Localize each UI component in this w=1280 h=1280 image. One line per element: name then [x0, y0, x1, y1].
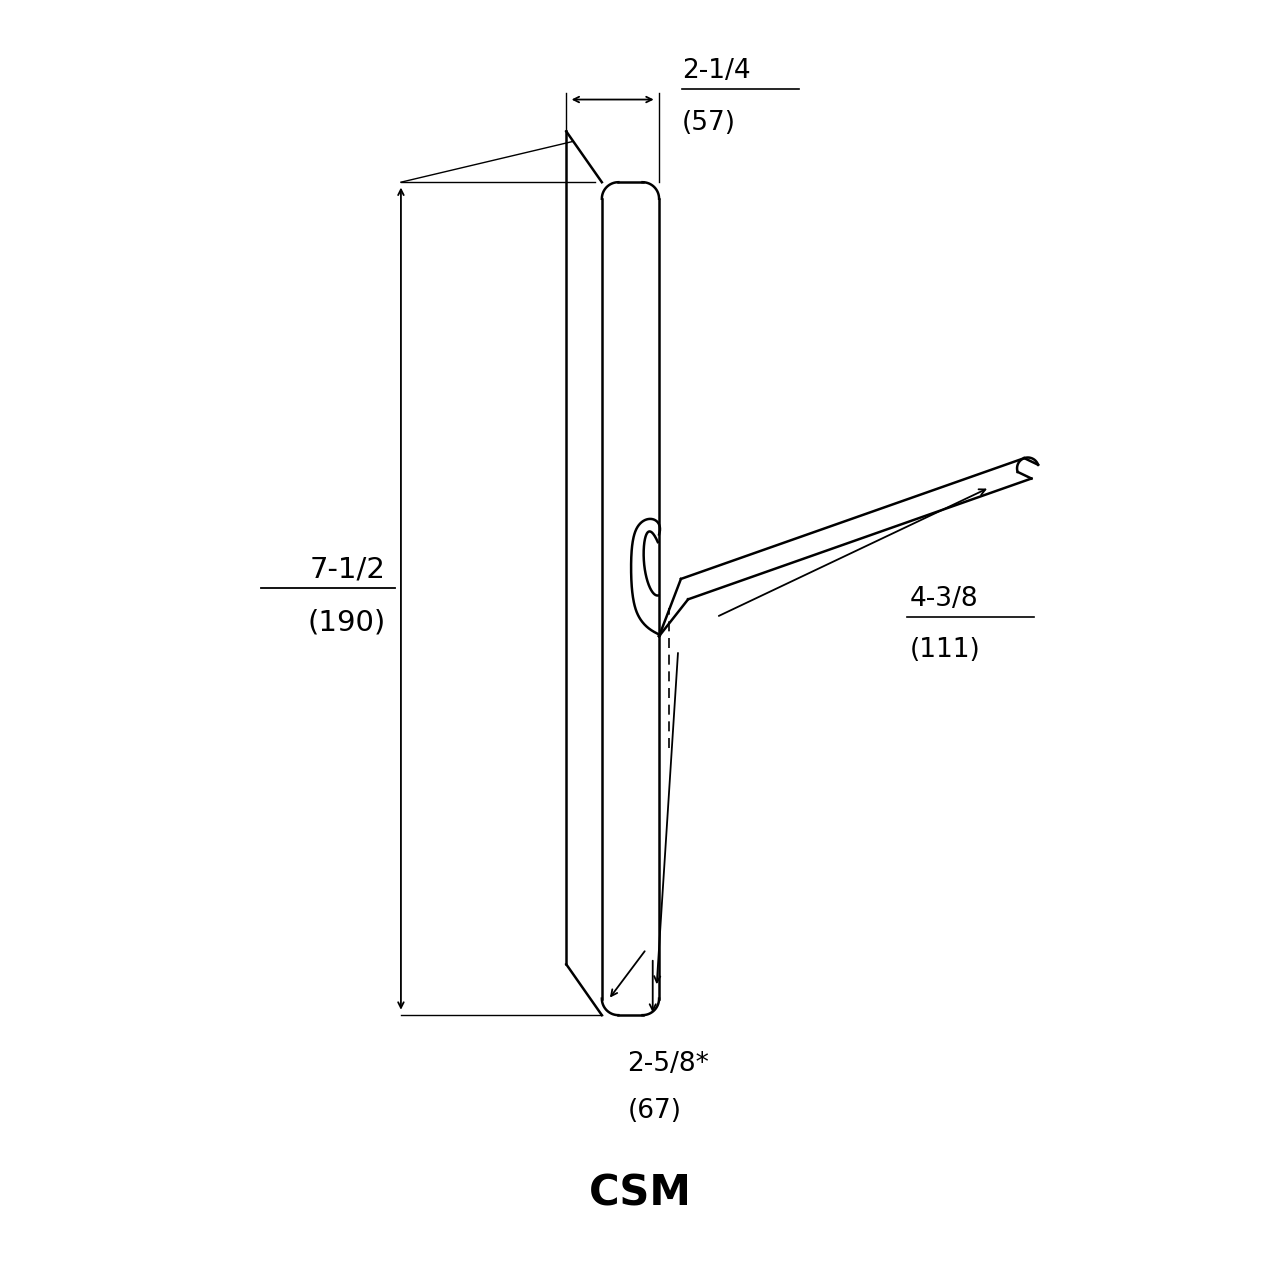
Text: (67): (67)	[627, 1098, 681, 1124]
Text: (111): (111)	[910, 637, 980, 663]
Text: (57): (57)	[682, 110, 736, 136]
Text: CSM: CSM	[589, 1172, 691, 1215]
Text: (190): (190)	[307, 609, 385, 637]
Text: 2-5/8*: 2-5/8*	[627, 1051, 709, 1076]
Text: 7-1/2: 7-1/2	[310, 556, 385, 584]
Text: 2-1/4: 2-1/4	[682, 59, 750, 84]
Text: 4-3/8: 4-3/8	[910, 586, 978, 612]
